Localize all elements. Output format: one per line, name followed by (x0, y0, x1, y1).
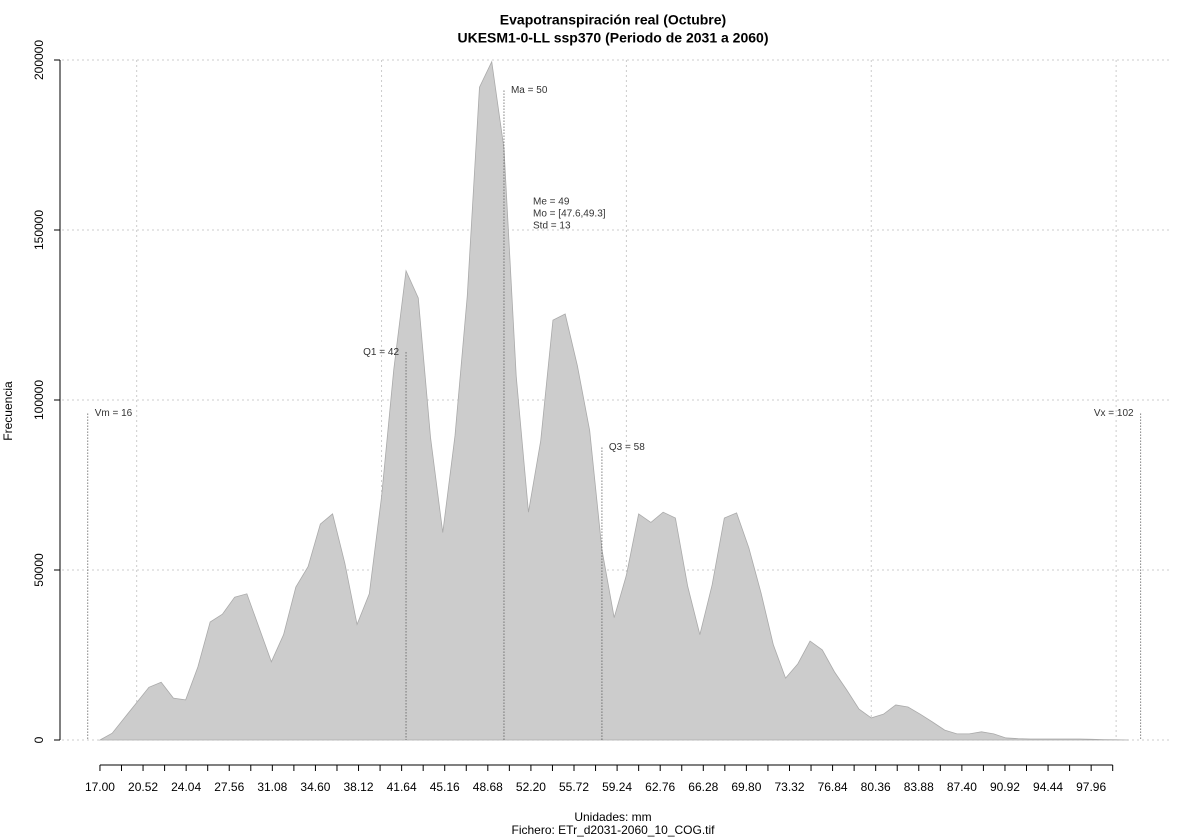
x-tick-label: 83.88 (904, 780, 934, 794)
x-axis-label: Unidades: mm (574, 810, 651, 824)
x-tick-label: 66.28 (688, 780, 718, 794)
y-tick-label: 100000 (32, 380, 46, 420)
x-tick-label: 76.84 (818, 780, 848, 794)
x-tick-label: 80.36 (861, 780, 891, 794)
x-tick-label: 87.40 (947, 780, 977, 794)
x-tick-label: 59.24 (602, 780, 632, 794)
x-tick-label: 20.52 (128, 780, 158, 794)
chart-title: Evapotranspiración real (Octubre) (500, 12, 726, 28)
x-tick-label: 69.80 (731, 780, 761, 794)
y-tick-label: 0 (32, 736, 46, 743)
x-tick-label: 17.00 (85, 780, 115, 794)
stat-label: Me = 49 (533, 197, 570, 208)
x-tick-label: 34.60 (300, 780, 330, 794)
y-tick-label: 200000 (32, 40, 46, 80)
stat-label: Std = 13 (533, 221, 571, 232)
x-tick-label: 62.76 (645, 780, 675, 794)
marker-label: Ma = 50 (511, 85, 548, 96)
chart-subtitle: UKESM1-0-LL ssp370 (Periodo de 2031 a 20… (458, 30, 769, 46)
x-tick-label: 48.68 (473, 780, 503, 794)
x-tick-label: 24.04 (171, 780, 201, 794)
x-tick-label: 73.32 (774, 780, 804, 794)
marker-label: Vx = 102 (1094, 408, 1134, 419)
x-tick-label: 38.12 (344, 780, 374, 794)
x-tick-label: 97.96 (1076, 780, 1106, 794)
stat-label: Mo = [47.6,49.3] (533, 209, 606, 220)
marker-label: Vm = 16 (95, 408, 133, 419)
area (98, 60, 1129, 741)
marker-label: Q3 = 58 (609, 442, 645, 453)
x-tick-label: 27.56 (214, 780, 244, 794)
marker-label: Q1 = 42 (363, 347, 399, 358)
x-tick-label: 90.92 (990, 780, 1020, 794)
x-tick-label: 31.08 (257, 780, 287, 794)
x-tick-label: 41.64 (387, 780, 417, 794)
x-tick-label: 94.44 (1033, 780, 1063, 794)
x-tick-label: 52.20 (516, 780, 546, 794)
x-tick-label: 55.72 (559, 780, 589, 794)
y-tick-label: 50000 (32, 553, 46, 587)
y-tick-label: 150000 (32, 210, 46, 250)
caption: Fichero: ETr_d2031-2060_10_COG.tif (512, 823, 716, 837)
x-tick-label: 45.16 (430, 780, 460, 794)
y-axis-label: Frecuencia (1, 381, 15, 441)
